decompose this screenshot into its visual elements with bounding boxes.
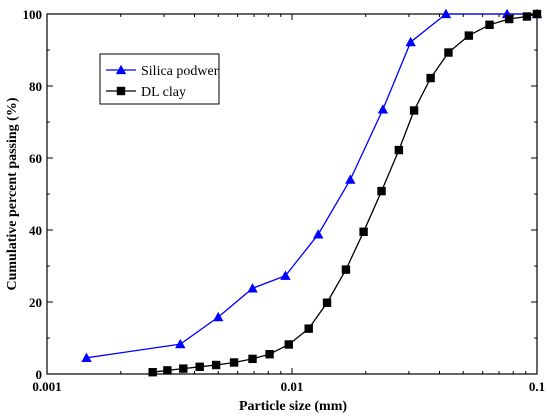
data-point bbox=[280, 270, 291, 280]
y-axis-title: Cumulative percent passing (%) bbox=[5, 97, 20, 290]
data-point bbox=[247, 283, 258, 293]
data-point bbox=[229, 358, 239, 367]
legend: Silica podwer DL clay bbox=[99, 53, 220, 105]
legend-marker bbox=[115, 64, 127, 75]
data-point bbox=[213, 311, 224, 322]
data-point bbox=[444, 48, 453, 57]
data-point bbox=[485, 20, 494, 29]
data-point bbox=[345, 174, 356, 184]
legend-label: DL clay bbox=[141, 85, 186, 100]
data-point bbox=[175, 338, 186, 349]
data-point bbox=[163, 366, 172, 375]
data-point bbox=[148, 368, 157, 377]
y-tick-label: 20 bbox=[29, 295, 42, 310]
axis-ticks: 0 20 40 60 80 100 0.001 0.01 0.1 bbox=[23, 7, 546, 394]
x-tick-label: 0.001 bbox=[32, 379, 61, 394]
legend-marker bbox=[116, 86, 126, 96]
x-tick-label: 0.01 bbox=[281, 379, 304, 394]
data-point bbox=[405, 36, 416, 47]
data-point bbox=[81, 352, 92, 362]
legend-label: Silica podwer bbox=[141, 64, 219, 79]
x-axis-title: Particle size (mm) bbox=[239, 399, 347, 414]
data-point bbox=[377, 186, 386, 196]
series-line bbox=[86, 13, 537, 359]
data-point bbox=[377, 104, 389, 114]
y-tick-label: 0 bbox=[36, 367, 43, 382]
data-point bbox=[322, 298, 332, 307]
data-point bbox=[211, 360, 221, 370]
data-point bbox=[284, 340, 293, 349]
y-tick-label: 80 bbox=[29, 79, 42, 94]
data-point bbox=[394, 145, 404, 155]
y-tick-label: 40 bbox=[29, 223, 42, 238]
data-point bbox=[265, 350, 274, 359]
data-point bbox=[304, 324, 313, 333]
data-point bbox=[248, 354, 257, 364]
data-point bbox=[464, 31, 474, 40]
data-point bbox=[313, 229, 324, 239]
data-point bbox=[409, 106, 419, 115]
x-tick-label: 0.1 bbox=[529, 379, 545, 394]
data-point bbox=[440, 8, 452, 19]
data-point bbox=[426, 73, 435, 83]
data-point bbox=[359, 227, 368, 236]
legend-box bbox=[99, 53, 220, 105]
data-point bbox=[522, 12, 532, 21]
data-point bbox=[504, 14, 514, 24]
data-point bbox=[179, 364, 188, 373]
data-point bbox=[195, 362, 204, 371]
data-point bbox=[341, 265, 351, 274]
y-tick-label: 60 bbox=[29, 151, 42, 166]
y-tick-label: 100 bbox=[23, 7, 43, 22]
